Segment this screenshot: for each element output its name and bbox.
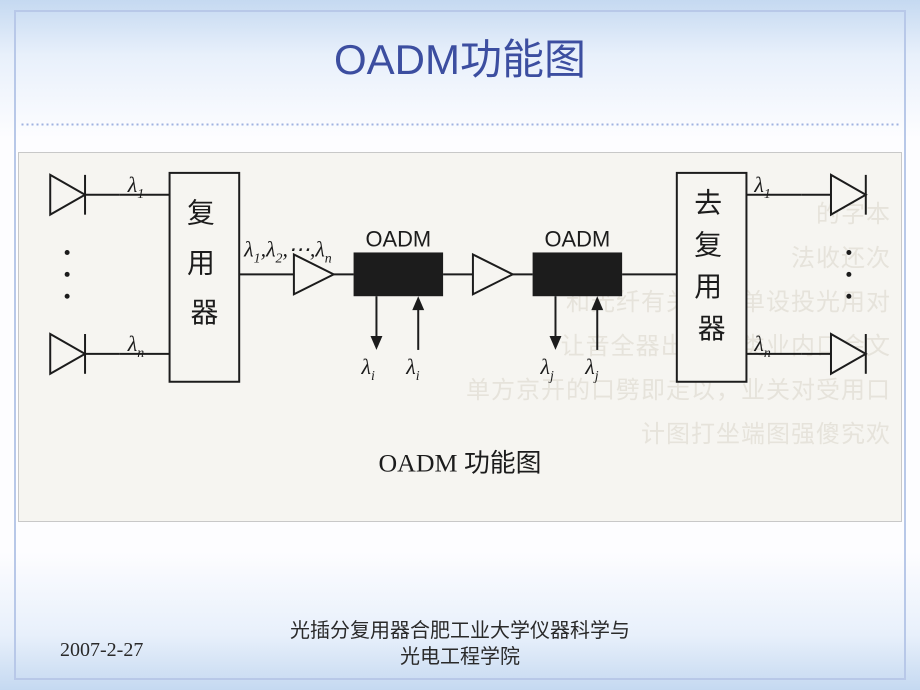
oadm-label-1: OADM [366,226,432,251]
footer-line1: 光插分复用器合肥工业大学仪器科学与 [290,620,630,642]
lambda-j-label: λj [584,355,598,384]
amplifier-icon [473,254,513,294]
arrowhead-up-icon [412,296,424,310]
arrowhead-down-icon [370,336,382,350]
slide-title: OADM功能图 [0,26,920,87]
oadm-box-2 [533,252,623,296]
dots-icon [846,294,851,299]
oadm-box-1 [354,252,444,296]
diode-left-top-icon [50,175,120,215]
dots-icon [65,250,70,255]
mux-label: 复 用 器 [187,199,222,329]
oadm-figure: 的字本 法收还次 和光纤有关，示单设投光用对 让音全器出皆 PI类业内口会文 单… [18,152,902,522]
lambda-label: λ1 [753,173,770,202]
arrowhead-down-icon [550,336,562,350]
lambda-i-label: λi [361,355,375,384]
lambda-j-label: λj [540,355,554,384]
diode-left-bottom-icon [50,334,120,374]
lambda-series-label: λ1,λ2,⋯,λn [243,237,332,266]
lambda-label: λn [127,332,144,361]
title-divider [20,122,900,128]
lambda-label: λn [753,332,770,361]
title-text: OADM功能图 [334,36,586,83]
dots-icon [846,250,851,255]
lambda-label: λ1 [127,173,144,202]
footer-line2: 光电工程学院 [400,646,520,668]
figure-caption: OADM 功能图 [379,448,542,477]
footer-center: 光插分复用器合肥工业大学仪器科学与 光电工程学院 [0,618,920,670]
dots-icon [65,272,70,277]
dots-icon [846,272,851,277]
oadm-label-2: OADM [545,226,611,251]
arrowhead-up-icon [591,296,603,310]
diode-right-top-icon [801,175,866,215]
diode-right-bottom-icon [801,334,866,374]
dots-icon [65,294,70,299]
lambda-i-label: λi [405,355,419,384]
oadm-diagram-svg: λ1 λn 复 用 器 λ1,λ2,⋯,λn OADM λi λi [19,153,901,521]
